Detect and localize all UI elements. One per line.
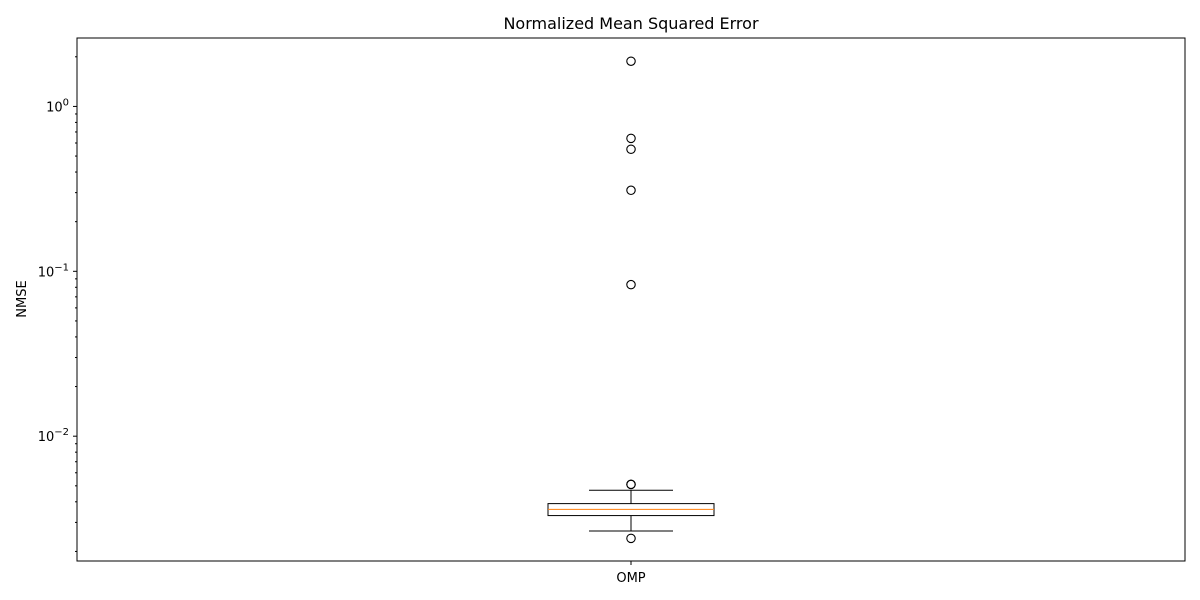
outlier-point xyxy=(626,279,636,290)
outlier-point xyxy=(626,133,636,144)
outlier-point xyxy=(626,185,636,196)
outlier-point xyxy=(626,56,636,66)
y-axis-label: NMSE xyxy=(15,280,30,317)
chart-title: Normalized Mean Squared Error xyxy=(503,14,758,33)
outlier-point xyxy=(626,533,636,544)
y-tick-label: 10−2 xyxy=(38,427,69,445)
y-tick-label: 100 xyxy=(46,97,69,115)
outlier-point xyxy=(626,479,636,490)
x-tick-label: OMP xyxy=(616,571,645,586)
axes-frame xyxy=(76,37,1186,562)
y-tick-label: 10−1 xyxy=(38,262,69,280)
outlier-point xyxy=(626,144,636,154)
